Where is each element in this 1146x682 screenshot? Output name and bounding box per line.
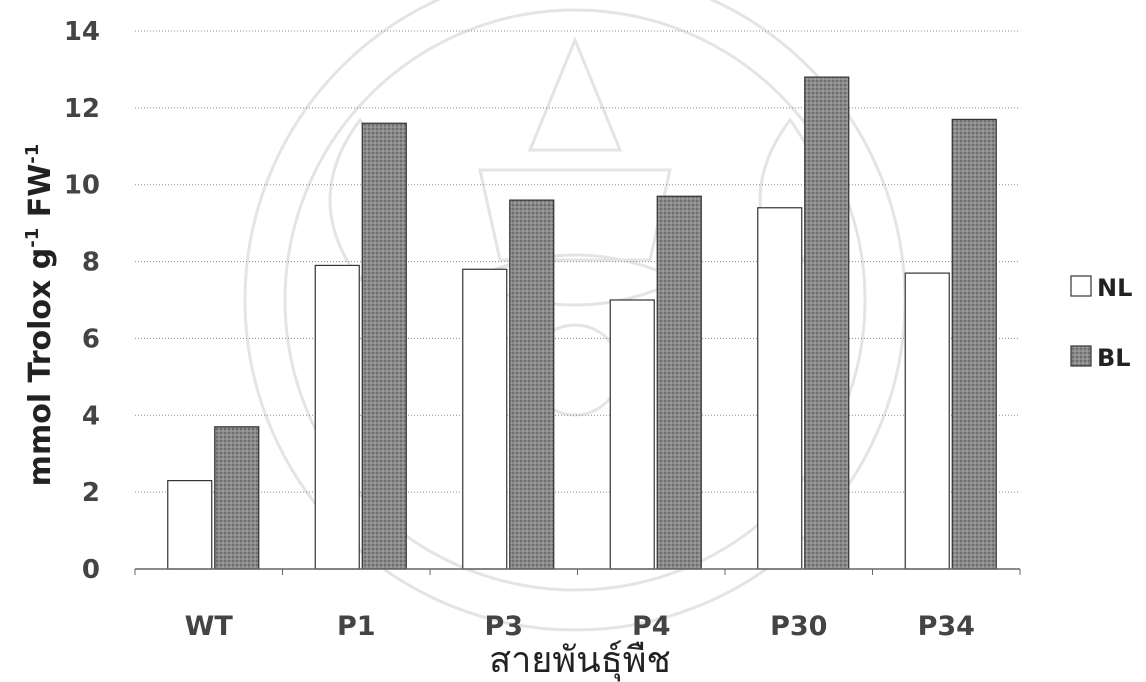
bar-nl-p3 bbox=[462, 268, 508, 570]
x-tick-label: P30 bbox=[770, 611, 827, 642]
bar-nl-p30 bbox=[757, 207, 803, 570]
legend: NL BL bbox=[1070, 274, 1132, 372]
y-tick-label: 12 bbox=[64, 94, 100, 124]
y-tick-label: 0 bbox=[82, 555, 100, 585]
bar-nl-p34 bbox=[904, 272, 950, 570]
bar-nl-p1 bbox=[314, 264, 360, 570]
x-tick-label: P1 bbox=[337, 611, 376, 642]
y-axis-ticks: 0 2 4 6 8 10 12 14 bbox=[64, 17, 100, 585]
y-tick-label: 2 bbox=[82, 478, 100, 508]
y-tick-label: 6 bbox=[82, 324, 100, 354]
bar-bl-p34 bbox=[951, 118, 997, 570]
legend-swatch-bl bbox=[1070, 345, 1092, 367]
y-axis-label: mmol Trolox g-1 FW-1 bbox=[22, 144, 58, 487]
x-tick-label: P3 bbox=[484, 611, 523, 642]
legend-label-bl: BL bbox=[1097, 344, 1131, 372]
bar-nl-p4 bbox=[609, 299, 655, 570]
legend-swatch-nl bbox=[1070, 275, 1092, 297]
bars bbox=[167, 76, 997, 570]
bar-bl-p4 bbox=[656, 195, 702, 570]
y-tick-label: 14 bbox=[64, 17, 100, 47]
bar-bl-p3 bbox=[509, 199, 555, 570]
bar-bl-p1 bbox=[361, 122, 407, 570]
bar-nl-wt bbox=[167, 480, 213, 570]
x-axis-label: สายพันธุ์พืช bbox=[489, 640, 671, 682]
x-tick-label: WT bbox=[185, 611, 234, 642]
gridlines bbox=[135, 30, 1020, 493]
legend-label-nl: NL bbox=[1097, 274, 1132, 302]
bar-bl-p30 bbox=[804, 76, 850, 570]
y-tick-label: 10 bbox=[64, 171, 100, 201]
y-tick-label: 8 bbox=[82, 248, 100, 278]
y-tick-label: 4 bbox=[82, 401, 100, 431]
x-tick-label: P34 bbox=[918, 611, 975, 642]
x-tick-label: P4 bbox=[632, 611, 671, 642]
bar-bl-wt bbox=[214, 426, 260, 570]
x-axis-ticks: WT P1 P3 P4 P30 P34 bbox=[134, 569, 1021, 642]
